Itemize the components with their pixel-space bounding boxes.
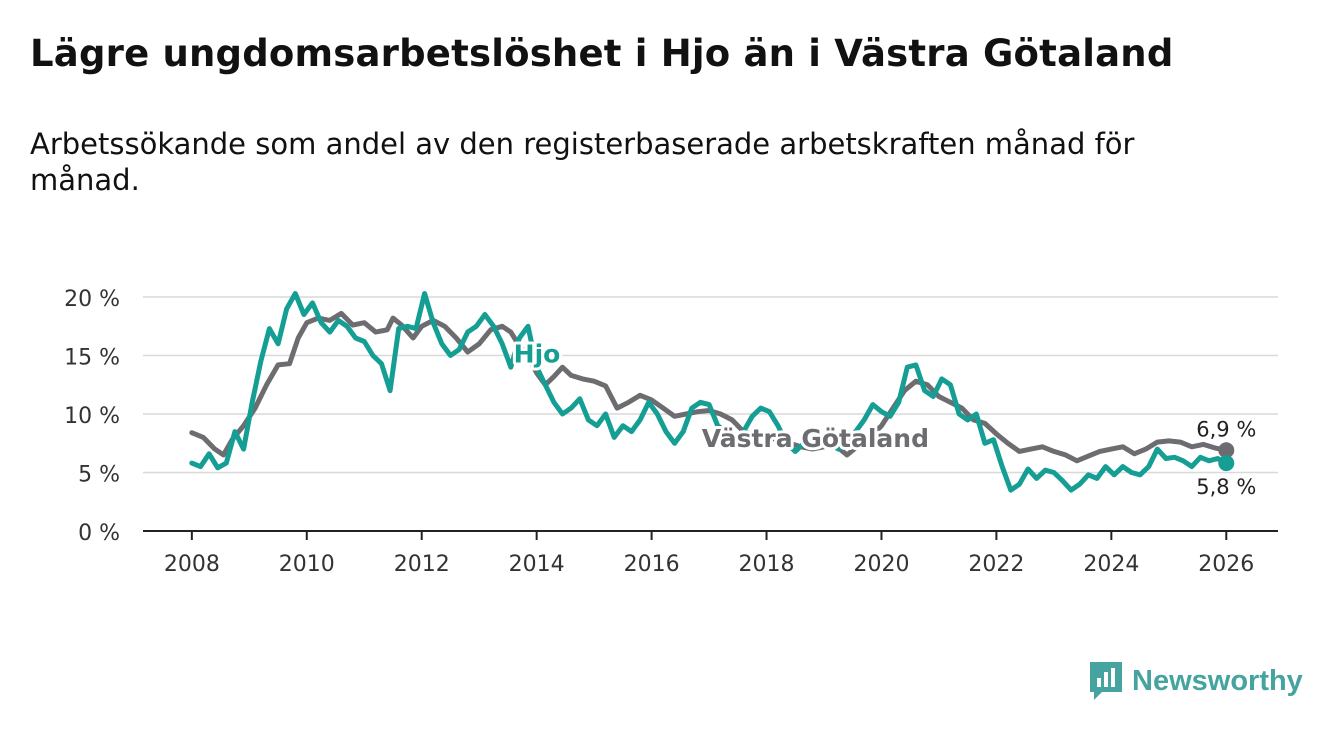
end-value-label-hjo: 5,8 % — [1196, 475, 1256, 499]
x-tick-label: 2018 — [739, 552, 795, 577]
y-tick-label: 5 % — [78, 463, 120, 488]
y-tick-label: 20 % — [64, 287, 120, 312]
x-tick-label: 2012 — [394, 552, 450, 577]
end-value-label-vastra-gotaland-halo: 6,9 % — [1196, 417, 1256, 441]
end-value-label-vastra-gotaland: 6,9 % — [1196, 417, 1256, 441]
brand-logo[interactable]: Newsworthy — [1088, 660, 1303, 702]
x-tick-label: 2026 — [1198, 552, 1254, 577]
series-label-hjo-halo: Hjo — [514, 340, 561, 369]
y-tick-label: 15 % — [64, 346, 120, 371]
x-tick-label: 2022 — [968, 552, 1024, 577]
series-end-point — [1218, 442, 1235, 459]
brand-name: Newsworthy — [1132, 664, 1303, 697]
series-line-hjo — [189, 291, 1229, 493]
x-tick-label: 2014 — [509, 552, 565, 577]
x-tick-label: 2024 — [1083, 552, 1139, 577]
y-axis: 0 % 5 % 10 % 15 % 20 % — [64, 287, 120, 546]
x-tick-label: 2010 — [279, 552, 335, 577]
series-line-v-stra-g-taland — [189, 310, 1229, 464]
x-axis: 2008 2010 2012 2014 2016 2018 2020 2022 2024 2026 — [143, 530, 1278, 577]
x-tick-label: 2020 — [853, 552, 909, 577]
y-tick-label: 0 % — [78, 521, 120, 546]
line-chart: 0 %5 %10 %15 %20 % 2008 2010 2012 2014 2016 2… — [64, 287, 1278, 577]
series-end-point — [1218, 455, 1235, 472]
x-tick-label: 2008 — [164, 552, 220, 577]
chart-subtitle: Arbetssökande som andel av den registerb… — [30, 127, 1135, 197]
end-value-label-hjo-halo: 5,8 % — [1196, 475, 1256, 499]
series-label-hjo: Hjo — [514, 340, 561, 369]
series-label-vastra-gotaland: Västra Götaland — [702, 424, 929, 453]
series-label-vastra-gotaland-halo: Västra Götaland — [702, 424, 929, 453]
series-lines — [189, 291, 1235, 493]
y-tick-label: 10 % — [64, 404, 120, 429]
newsworthy-logo-icon — [1090, 662, 1122, 700]
chart-title: Lägre ungdomsarbetslöshet i Hjo än i Väs… — [30, 32, 1174, 75]
x-tick-label: 2016 — [624, 552, 680, 577]
